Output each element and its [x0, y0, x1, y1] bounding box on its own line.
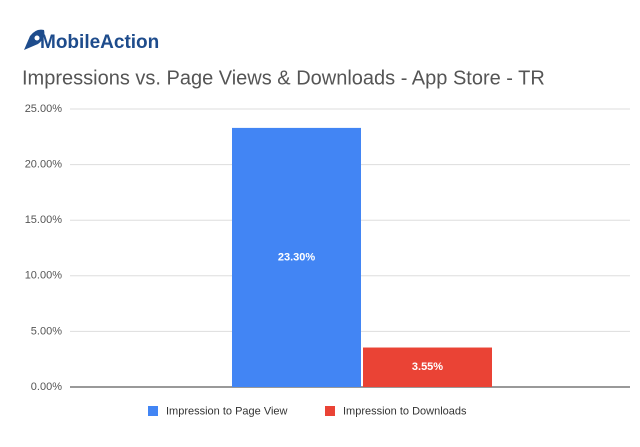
- bar: [363, 347, 492, 387]
- logo-icon: [24, 29, 45, 50]
- value-label: 3.55%: [412, 361, 443, 373]
- legend-swatch: [325, 406, 335, 416]
- brand: MobileAction: [40, 32, 159, 53]
- y-tick-label: 0.00%: [31, 381, 62, 393]
- legend-label: Impression to Page View: [166, 405, 288, 417]
- y-tick-label: 25.00%: [25, 103, 63, 115]
- value-label: 23.30%: [278, 251, 316, 263]
- y-tick-label: 5.00%: [31, 325, 62, 337]
- y-tick-label: 15.00%: [25, 214, 63, 226]
- y-tick-label: 10.00%: [25, 270, 63, 282]
- legend-label: Impression to Downloads: [343, 405, 467, 417]
- bar: [232, 127, 361, 388]
- y-tick-label: 20.00%: [25, 159, 63, 171]
- legend-swatch: [148, 406, 158, 416]
- chart-title: Impressions vs. Page Views & Downloads -…: [22, 67, 545, 89]
